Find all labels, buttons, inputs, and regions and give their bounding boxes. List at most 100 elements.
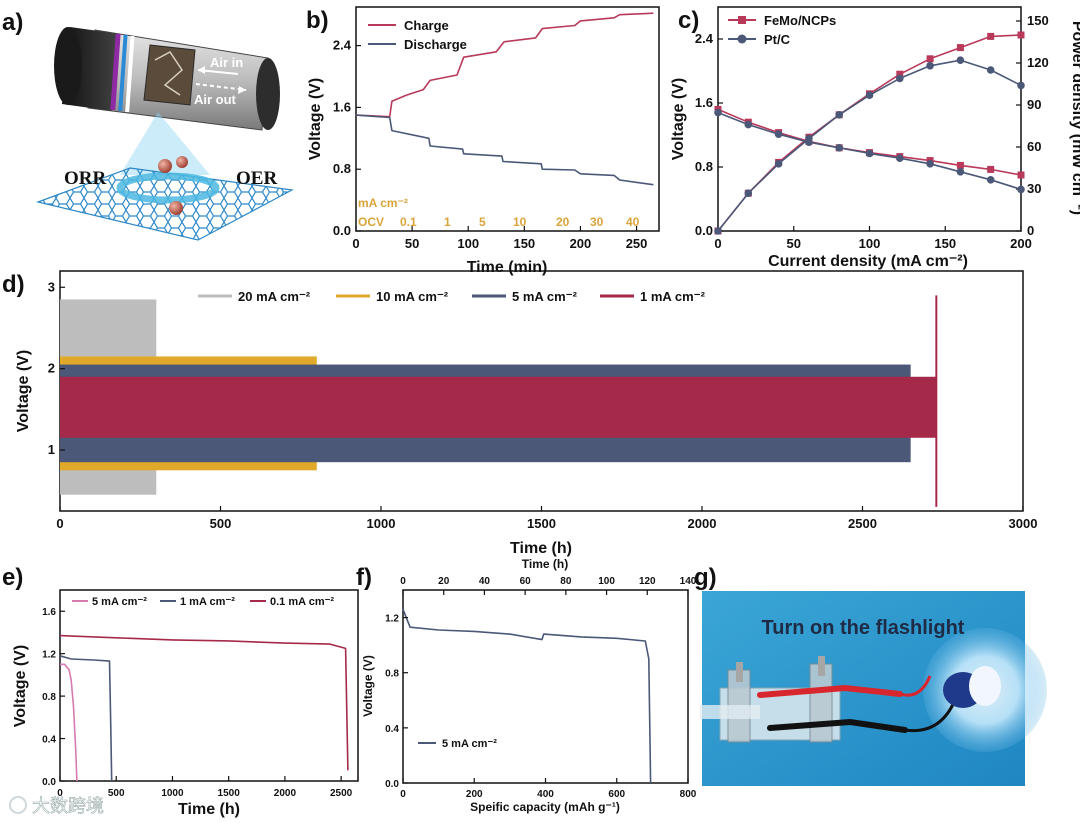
legend-label-0-1: 0.1 mA cm⁻²: [270, 596, 334, 608]
step-label-1: 1: [444, 215, 451, 229]
panel-c: c) 0 50 100 150 200 0.0 0.8 1.6 2.4 0 30 60 90 120 150…: [670, 6, 1080, 270]
series-line-voltage-femo: [717, 108, 1022, 176]
step-label-30: 30: [590, 215, 604, 229]
e-y-tick-label: 0.8: [42, 692, 56, 703]
b-y-tick-label: 0.8: [333, 161, 351, 176]
air-out-arrow-icon: [195, 83, 247, 91]
legend-label-1: 1 mA cm⁻²: [640, 289, 706, 304]
f-top-tick-label: 100: [598, 576, 615, 587]
series-line-5: [402, 609, 652, 784]
watermark-logo-icon: [9, 796, 27, 814]
e-x-tick-label: 2000: [274, 788, 297, 799]
x-axis-top-title-f: Time (h): [522, 557, 568, 571]
y-axis-title-d: Voltage (V): [15, 350, 32, 432]
f-top-tick-label: 60: [520, 576, 532, 587]
c-y-tick-label: 1.6: [695, 95, 713, 110]
e-x-tick-label: 2500: [330, 788, 353, 799]
b-x-tick-label: 150: [513, 236, 535, 251]
legend-b: Charge Discharge: [368, 18, 467, 52]
data-point-power-femo: [987, 32, 995, 40]
legend-label-5: 5 mA cm⁻²: [92, 596, 147, 608]
data-point-voltage-femo: [956, 161, 964, 169]
plot-b-marks: 0 50 100 150 200 250 0.0 0.8 1.6 2.4: [333, 12, 654, 251]
data-point-power-ptc: [805, 134, 813, 143]
data-point-power-ptc: [744, 189, 753, 197]
legend-label-charge: Charge: [404, 18, 449, 33]
panel-e: e) 0 500 1000 1500 2000 2500 0.0 0.4 0.8 1.2 1.6 5…: [2, 564, 359, 818]
d-x-tick-label: 1000: [367, 516, 396, 531]
step-label-ocv: OCV: [358, 215, 384, 229]
d-x-tick-label: 3000: [1009, 516, 1038, 531]
panel-label-a: a): [2, 9, 23, 36]
f-y-tick-label: 0.4: [385, 724, 399, 735]
b-y-tick-label: 2.4: [333, 38, 352, 53]
legend-marker-ptc: [737, 34, 747, 44]
d-y-tick-label: 3: [48, 279, 55, 294]
b-x-tick-label: 0: [352, 236, 359, 251]
c-x-tick-label: 0: [714, 236, 721, 251]
data-point-voltage-ptc: [986, 176, 995, 184]
plot-c-marks: 0 50 100 150 200 0.0 0.8 1.6 2.4 0 30 60 90 120 150: [695, 13, 1049, 251]
y-axis-title-c: Voltage (V): [670, 78, 687, 160]
d-y-tick-label: 1: [48, 442, 55, 457]
e-y-tick-label: 1.2: [42, 650, 56, 661]
f-x-tick-label: 200: [466, 789, 483, 800]
panel-label-c: c): [678, 7, 699, 34]
d-x-tick-label: 500: [210, 516, 232, 531]
data-point-voltage-ptc: [865, 149, 874, 158]
panel-d: d) 0 500 1000 1500 2000 2500 3000 1 2 3 20 mA cm⁻…: [2, 270, 1038, 557]
x-axis-title-d: Time (h): [510, 540, 572, 557]
panel-a: a) Air in Air out ORR OER: [2, 9, 294, 241]
legend-label-5: 5 mA cm⁻²: [512, 289, 578, 304]
air-in-arrowhead-icon: [198, 66, 205, 74]
d-x-tick-label: 2500: [848, 516, 877, 531]
data-point-power-ptc: [865, 91, 874, 99]
f-top-tick-label: 0: [400, 576, 406, 587]
series-line-1: [59, 655, 113, 782]
f-x-tick-label: 0: [400, 789, 406, 800]
oxygen-atom-icon: [169, 201, 183, 215]
b-y-tick-label: 0.0: [333, 223, 351, 238]
legend-f: 5 mA cm⁻²: [418, 738, 497, 750]
data-point-voltage-ptc: [835, 144, 843, 152]
data-point-power-femo: [956, 44, 964, 52]
data-point-voltage-ptc: [956, 168, 965, 176]
plot-f-marks: 0 200 400 600 800 0.0 0.4 0.8 1.2 0 20 40 60 80 100 120…: [385, 576, 697, 800]
watermark-text: 大数跨境: [32, 796, 104, 817]
e-y-tick-label: 1.6: [42, 607, 56, 618]
step-label-0-1: 0.1: [400, 215, 417, 229]
d-x-tick-label: 2000: [688, 516, 717, 531]
d-x-tick-label: 0: [56, 516, 63, 531]
legend-label-ptc: Pt/C: [764, 32, 791, 47]
c-x-tick-label: 200: [1010, 236, 1032, 251]
air-out-arrowhead-icon: [238, 86, 246, 94]
e-x-tick-label: 0: [57, 788, 63, 799]
step-label-20: 20: [556, 215, 570, 229]
f-x-tick-label: 400: [537, 789, 554, 800]
data-point-power-ptc: [835, 111, 843, 119]
y-axis-title-f: Voltage (V): [361, 655, 375, 717]
legend-label-10: 10 mA cm⁻²: [376, 289, 449, 304]
data-point-voltage-ptc: [1017, 185, 1025, 194]
e-x-tick-label: 1500: [218, 788, 241, 799]
plot-frame-b: [355, 6, 660, 232]
oxygen-atom-icon: [158, 159, 172, 173]
legend-label-discharge: Discharge: [404, 37, 467, 52]
reaction-cycle-ring: [116, 172, 220, 204]
c-right-y-tick-label: 90: [1027, 97, 1041, 112]
f-y-tick-label: 1.2: [385, 614, 399, 625]
c-y-tick-label: 0.0: [695, 223, 713, 238]
data-point-voltage-ptc: [774, 130, 783, 138]
c-right-y-tick-label: 120: [1027, 55, 1049, 70]
legend-d: 20 mA cm⁻² 10 mA cm⁻² 5 mA cm⁻² 1 mA cm⁻…: [198, 289, 706, 304]
y-axis-title-b: Voltage (V): [307, 78, 324, 160]
f-x-tick-label: 600: [608, 789, 625, 800]
f-top-tick-label: 120: [639, 576, 656, 587]
series-line-charge: [355, 12, 654, 118]
legend-c: FeMo/NCPs Pt/C: [728, 13, 836, 47]
flashlight-photo: [700, 591, 1047, 786]
f-y-tick-label: 0.0: [385, 779, 399, 790]
c-right-y-tick-label: 60: [1027, 139, 1041, 154]
c-right-y-tick-label: 150: [1027, 13, 1049, 28]
